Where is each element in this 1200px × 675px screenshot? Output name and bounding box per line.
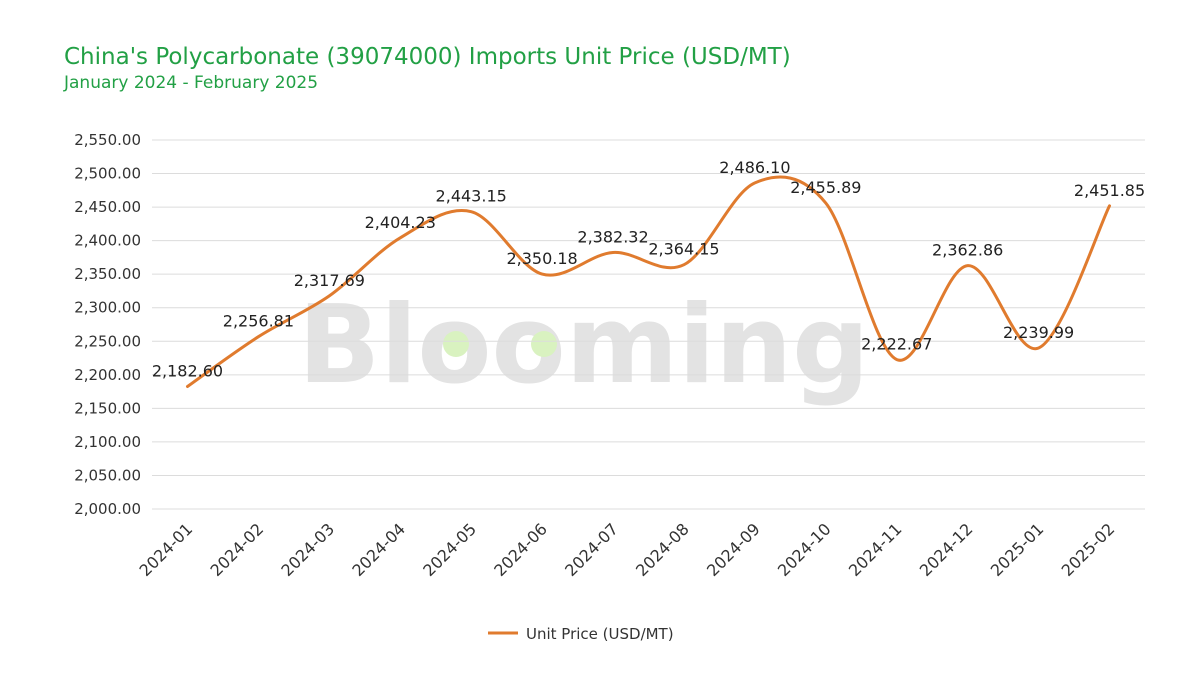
data-point[interactable] (183, 382, 191, 390)
data-point[interactable] (893, 356, 901, 364)
x-tick-label: 2024-03 (277, 519, 338, 580)
data-point[interactable] (1035, 344, 1043, 352)
data-point[interactable] (680, 261, 688, 269)
data-point[interactable] (822, 199, 830, 207)
x-tick-label: 2024-11 (845, 519, 906, 580)
data-label: 2,404.23 (365, 213, 436, 232)
data-label: 2,362.86 (932, 241, 1003, 260)
watermark-dot (443, 331, 469, 357)
y-tick-label: 2,300.00 (74, 299, 141, 317)
data-label: 2,382.32 (577, 227, 648, 246)
y-tick-label: 2,500.00 (74, 165, 141, 183)
y-tick-label: 2,050.00 (74, 466, 141, 484)
y-tick-label: 2,000.00 (74, 500, 141, 518)
data-point[interactable] (467, 208, 475, 216)
data-point[interactable] (396, 234, 404, 242)
data-point[interactable] (964, 262, 972, 270)
x-tick-label: 2025-01 (987, 519, 1048, 580)
chart-subtitle: January 2024 - February 2025 (64, 73, 319, 93)
data-point[interactable] (254, 333, 262, 341)
grid (152, 139, 1145, 510)
data-label: 2,350.18 (506, 249, 577, 268)
y-tick-label: 2,550.00 (74, 131, 141, 149)
data-label: 2,364.15 (648, 240, 719, 259)
watermark-text: Blooming (298, 283, 869, 408)
data-point[interactable] (1106, 202, 1114, 210)
y-tick-label: 2,250.00 (74, 332, 141, 350)
chart-title: China's Polycarbonate (39074000) Imports… (64, 44, 791, 70)
watermark-dot (531, 331, 557, 357)
x-tick-label: 2024-01 (136, 519, 197, 580)
data-label: 2,486.10 (719, 158, 790, 177)
data-label: 2,443.15 (436, 187, 507, 206)
legend-label: Unit Price (USD/MT) (526, 625, 674, 643)
data-label: 2,239.99 (1003, 323, 1074, 342)
x-tick-label: 2025-02 (1058, 519, 1119, 580)
data-label: 2,451.85 (1074, 181, 1145, 200)
x-tick-label: 2024-04 (348, 519, 409, 580)
x-tick-label: 2024-09 (703, 519, 764, 580)
x-tick-label: 2024-05 (419, 519, 480, 580)
y-tick-label: 2,200.00 (74, 366, 141, 384)
y-tick-label: 2,350.00 (74, 265, 141, 283)
chart-header: China's Polycarbonate (39074000) Imports… (64, 42, 791, 94)
x-tick-label: 2024-12 (916, 519, 977, 580)
data-label: 2,256.81 (223, 312, 294, 331)
data-point[interactable] (751, 179, 759, 187)
data-label: 2,317.69 (294, 271, 365, 290)
data-label: 2,455.89 (790, 178, 861, 197)
x-tick-label: 2024-08 (632, 519, 693, 580)
series-line[interactable] (186, 175, 1111, 388)
data-point[interactable] (325, 292, 333, 300)
data-label: 2,182.60 (152, 361, 223, 380)
y-tick-label: 2,150.00 (74, 399, 141, 417)
y-tick-label: 2,450.00 (74, 198, 141, 216)
x-tick-label: 2024-02 (207, 519, 268, 580)
x-axis: 2024-01 2024-02 2024-03 2024-04 2024-05 2024-… (136, 519, 1119, 580)
data-point[interactable] (609, 248, 617, 256)
y-tick-label: 2,100.00 (74, 433, 141, 451)
x-tick-label: 2024-07 (561, 519, 622, 580)
data-point[interactable] (538, 270, 546, 278)
data-labels: 2,182.60 2,256.81 2,317.69 2,404.232,443.15… (152, 158, 1145, 381)
y-axis: 2,000.00 2,050.00 2,100.00 2,150.00 2,200.00… (74, 131, 141, 518)
legend[interactable]: Unit Price (USD/MT) (488, 625, 674, 643)
y-tick-label: 2,400.00 (74, 232, 141, 250)
watermark: Blooming (298, 283, 869, 408)
x-tick-label: 2024-06 (490, 519, 551, 580)
data-label: 2,222.67 (861, 335, 932, 354)
series-layer (183, 175, 1114, 390)
x-tick-label: 2024-10 (774, 519, 835, 580)
